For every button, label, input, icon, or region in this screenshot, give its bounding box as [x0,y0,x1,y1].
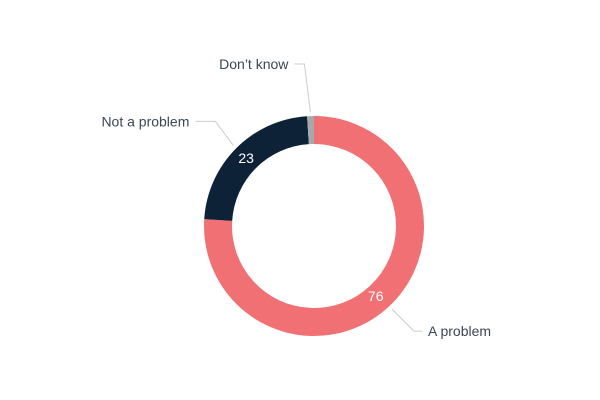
category-label-don-t-know: Don’t know [219,56,289,72]
category-labels: A problem Not a problem Don’t know [101,56,491,339]
leader-line-don-t-know [294,63,311,113]
leader-lines [195,63,423,332]
category-label-not-a-problem: Not a problem [101,113,189,129]
slice-don-t-know [307,116,314,145]
category-label-a-problem: A problem [428,323,491,339]
slice-not-a-problem [204,116,309,221]
leader-line-a-problem [391,308,423,332]
slices [204,116,424,336]
value-label-not-a-problem: 23 [238,150,254,166]
value-labels: 76 23 [238,150,383,304]
value-label-a-problem: 76 [368,288,384,304]
leader-line-not-a-problem [195,120,234,146]
